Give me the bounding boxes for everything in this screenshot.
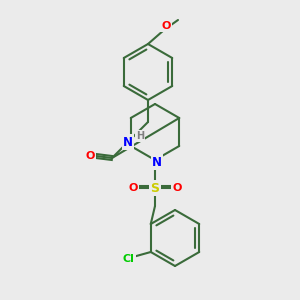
- Text: N: N: [152, 155, 162, 169]
- Text: H: H: [136, 131, 144, 141]
- Text: O: O: [161, 21, 171, 31]
- Text: O: O: [172, 183, 182, 193]
- Text: Cl: Cl: [123, 254, 135, 264]
- Text: O: O: [128, 183, 138, 193]
- Text: O: O: [85, 151, 95, 161]
- Text: S: S: [151, 182, 160, 194]
- Text: N: N: [123, 136, 133, 148]
